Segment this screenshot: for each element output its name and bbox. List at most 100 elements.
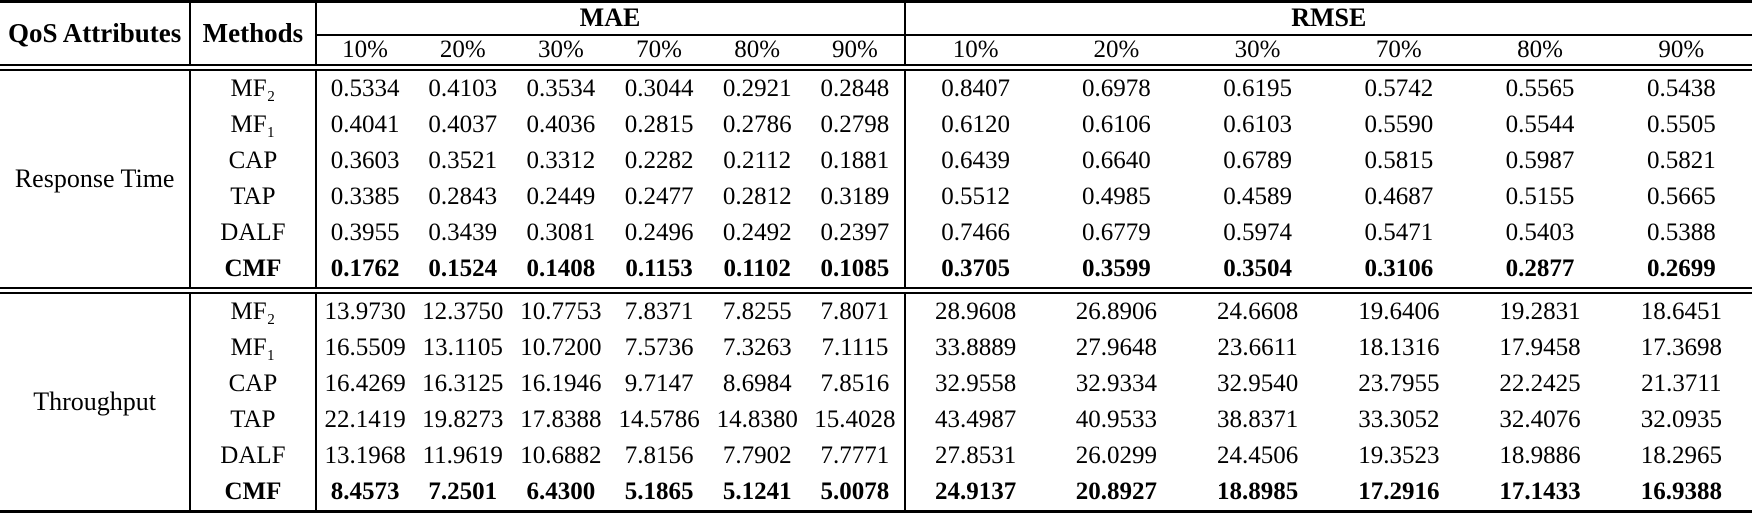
mae-value: 22.1419 — [314, 402, 414, 439]
rmse-value: 20.8927 — [1075, 477, 1157, 505]
mae-value: 0.2815 — [624, 111, 694, 139]
rmse-value: 0.3504 — [1186, 250, 1329, 295]
mae-value: 7.5736 — [624, 334, 694, 362]
percent-header-rmse-10pct: 10% — [903, 34, 1046, 72]
rmse-value: 19.2831 — [1499, 298, 1581, 326]
rmse-value: 24.4506 — [1216, 441, 1299, 469]
mae-group-header: MAE — [314, 1, 905, 36]
table-row-throughput-tap: TAP 22.1419 19.8273 17.8388 14.5786 14.8380 15… — [0, 402, 1752, 439]
percent-header-rmse-30pct: 30% — [1186, 34, 1329, 72]
mae-value: 7.8255 — [722, 298, 792, 326]
mae-value: 16.4269 — [314, 366, 414, 403]
mae-value: 15.4028 — [814, 405, 896, 433]
rmse-value: 0.5742 — [1364, 75, 1434, 103]
mae-value: 0.1762 — [314, 250, 414, 295]
rmse-value: 0.5512 — [903, 179, 1046, 216]
rmse-value: 0.5815 — [1364, 147, 1434, 175]
mae-value: 0.3081 — [526, 218, 596, 246]
rmse-value: 0.4589 — [1223, 182, 1292, 210]
mae-value: 16.1946 — [520, 370, 602, 398]
mae-value: 7.3263 — [722, 334, 792, 362]
method-label: DALF — [189, 215, 316, 251]
mae-value: 7.7902 — [722, 441, 792, 469]
mae-value: 0.2496 — [624, 218, 694, 246]
rmse-value: 17.1433 — [1499, 477, 1581, 505]
table-row-throughput-mf₂: Throughput MF₂ 13.9730 12.3750 10.7753 7.8371… — [0, 290, 1752, 416]
rmse-value: 16.9388 — [1640, 477, 1722, 505]
methods-header: Methods — [189, 1, 316, 72]
mae-value: 0.3521 — [428, 147, 498, 175]
mae-value: 7.1115 — [821, 334, 889, 362]
table-row-response-time-cap: CAP 0.3603 0.3521 0.3312 0.2282 0.2112 0.1881 0… — [0, 143, 1752, 180]
rmse-value: 38.8371 — [1216, 405, 1299, 433]
mae-value: 0.2848 — [820, 75, 890, 103]
table-row-response-time-mf₁: MF₁ 0.4041 0.4037 0.4036 0.2815 0.2786 0.2798 0… — [0, 107, 1752, 144]
mae-value: 12.3750 — [422, 298, 504, 326]
mae-value: 0.4103 — [428, 75, 498, 103]
mae-value: 0.2798 — [820, 111, 890, 139]
rmse-value: 18.6451 — [1640, 298, 1722, 326]
rmse-value: 17.9458 — [1499, 334, 1581, 362]
rmse-value: 26.0299 — [1075, 441, 1157, 469]
rmse-value: 0.6195 — [1223, 75, 1292, 103]
rmse-value: 0.6120 — [903, 107, 1046, 144]
rmse-value: 43.4987 — [903, 402, 1046, 439]
method-label: MF₂ — [189, 67, 316, 108]
mae-value: 0.2112 — [723, 147, 792, 175]
table-row-response-time-mf₂: Response Time MF₂ 0.5334 0.4103 0.3534 0.3044… — [0, 67, 1752, 295]
mae-value: 0.2786 — [722, 111, 792, 139]
method-label: TAP — [189, 179, 316, 216]
method-label: DALF — [189, 438, 316, 474]
method-label: CMF — [189, 473, 316, 512]
mae-value: 0.5334 — [314, 67, 414, 108]
rmse-value: 32.4076 — [1499, 405, 1581, 433]
mae-value: 9.7147 — [624, 370, 694, 398]
mae-value: 0.3385 — [314, 179, 414, 216]
mae-value: 17.8388 — [520, 405, 602, 433]
mae-value: 0.2921 — [722, 75, 792, 103]
rmse-value: 23.7955 — [1358, 370, 1440, 398]
mae-value: 16.5509 — [314, 330, 414, 367]
rmse-value: 0.4687 — [1364, 182, 1434, 210]
percent-header-mae-80pct: 80% — [708, 34, 807, 72]
mae-value: 0.2477 — [624, 182, 694, 210]
rmse-value: 19.3523 — [1358, 441, 1440, 469]
mae-value: 14.8380 — [716, 405, 798, 433]
table-row-response-time-cmf: CMF 0.1762 0.1524 0.1408 0.1153 0.1102 0.1085 0… — [0, 250, 1752, 295]
mae-value: 10.6882 — [520, 441, 602, 469]
rmse-value: 21.3711 — [1641, 370, 1722, 398]
rmse-value: 17.3698 — [1640, 334, 1722, 362]
rmse-value: 0.3705 — [903, 250, 1046, 295]
rmse-value: 0.5471 — [1364, 218, 1434, 246]
table-row-response-time-tap: TAP 0.3385 0.2843 0.2449 0.2477 0.2812 0.3189 0… — [0, 179, 1752, 216]
rmse-value: 18.9886 — [1499, 441, 1581, 469]
mae-value: 19.8273 — [422, 405, 504, 433]
table-row-response-time-dalf: DALF 0.3955 0.3439 0.3081 0.2496 0.2492 0.2397… — [0, 215, 1752, 251]
mae-value: 0.1085 — [806, 250, 905, 295]
rmse-value: 24.6608 — [1216, 298, 1299, 326]
table-row-throughput-cmf: CMF 8.4573 7.2501 6.4300 5.1865 5.1241 5.0078 2… — [0, 473, 1752, 512]
mae-value: 0.1408 — [511, 250, 610, 295]
rmse-value: 22.2425 — [1499, 370, 1581, 398]
rmse-value: 27.8531 — [903, 438, 1046, 474]
rmse-value: 0.5505 — [1646, 111, 1716, 139]
percent-header-rmse-80pct: 80% — [1469, 34, 1611, 72]
rmse-value: 18.1316 — [1358, 334, 1440, 362]
mae-value: 0.2397 — [820, 218, 890, 246]
rmse-value: 18.8985 — [1216, 477, 1299, 505]
mae-value: 7.8516 — [820, 370, 890, 398]
rmse-value: 26.8906 — [1075, 298, 1157, 326]
percent-header-row: 10% 20% 30% 70% 80% 90% 10% 20% 30% 70% 80% 90% — [0, 34, 1752, 72]
mae-value: 6.4300 — [526, 477, 596, 505]
rmse-value: 0.3106 — [1328, 250, 1470, 295]
mae-value: 0.4036 — [526, 111, 596, 139]
mae-value: 5.0078 — [820, 477, 890, 505]
mae-value: 0.1102 — [708, 250, 807, 295]
rmse-value: 32.9558 — [903, 366, 1046, 403]
rmse-value: 17.2916 — [1358, 477, 1440, 505]
rmse-value: 33.3052 — [1358, 405, 1440, 433]
rmse-value: 0.6106 — [1081, 111, 1151, 139]
mae-value: 0.2812 — [722, 182, 792, 210]
mae-value: 0.3534 — [526, 75, 596, 103]
rmse-value: 0.5987 — [1505, 147, 1575, 175]
